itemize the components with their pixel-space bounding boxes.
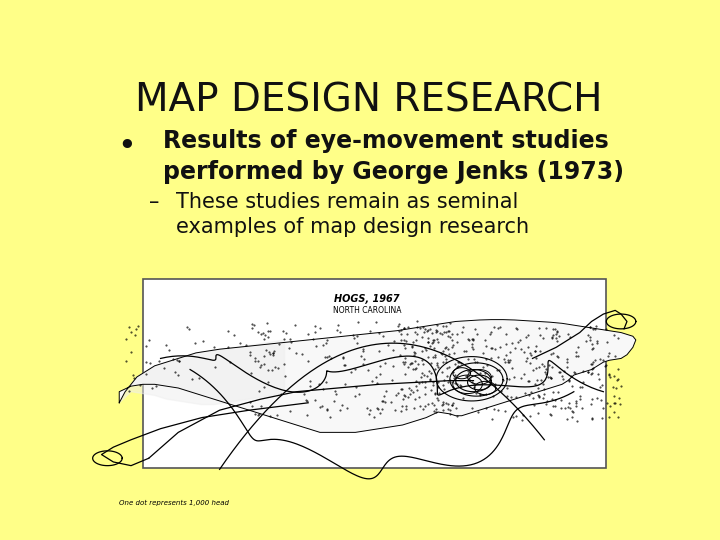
Text: Results of eye-movement studies
performed by George Jenks (1973): Results of eye-movement studies performe… xyxy=(163,129,624,184)
Text: MAP DESIGN RESEARCH: MAP DESIGN RESEARCH xyxy=(135,82,603,119)
Text: One dot represents 1,000 head: One dot represents 1,000 head xyxy=(120,500,229,505)
Polygon shape xyxy=(120,340,284,404)
Polygon shape xyxy=(120,320,636,433)
Text: NORTH CAROLINA: NORTH CAROLINA xyxy=(333,306,402,315)
Text: These studies remain as seminal
examples of map design research: These studies remain as seminal examples… xyxy=(176,192,530,237)
Text: •: • xyxy=(117,131,135,163)
Bar xyxy=(143,279,606,468)
Text: –: – xyxy=(148,192,159,212)
Text: HOGS, 1967: HOGS, 1967 xyxy=(335,294,400,304)
